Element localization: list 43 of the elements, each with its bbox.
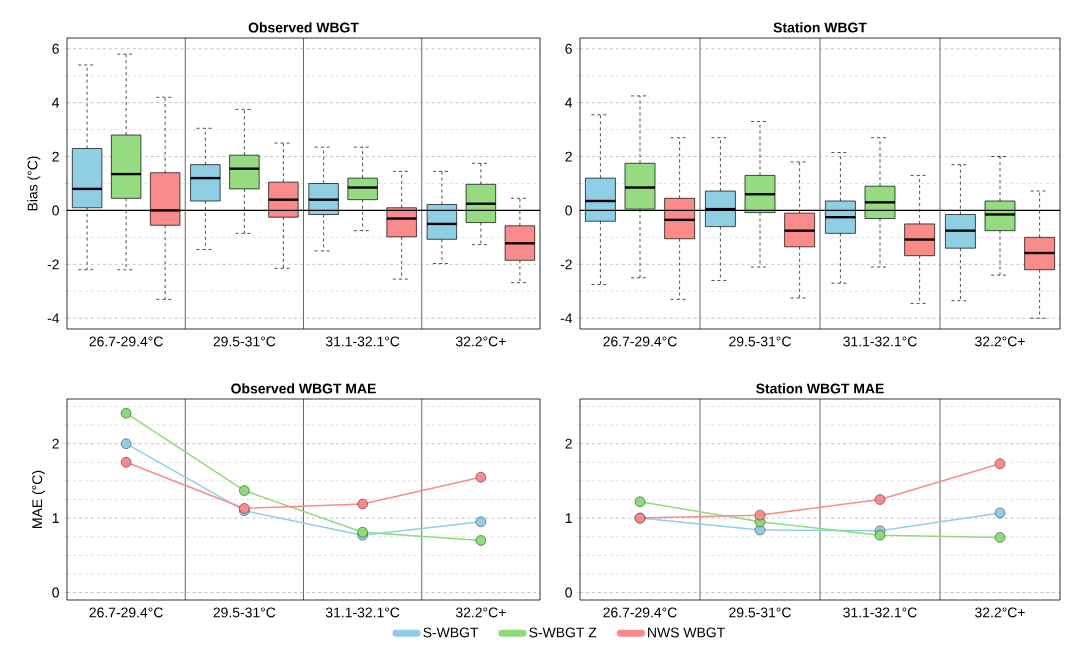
y-tick-label: 4 bbox=[565, 97, 573, 108]
x-tick-label: 32.2°C+ bbox=[455, 607, 506, 618]
x-tick-label: 31.1-32.1°C bbox=[325, 607, 400, 618]
x-tick-label: 29.5-31°C bbox=[729, 607, 791, 618]
legend-label: NWS WBGT bbox=[648, 627, 725, 638]
y-tick-label: 2 bbox=[52, 438, 59, 449]
y-axis-title: Bias (°C) bbox=[27, 156, 41, 211]
x-tick-label: 32.2°C+ bbox=[455, 336, 506, 347]
x-tick-label: 29.5-31°C bbox=[729, 336, 791, 347]
y-tick-label: 2 bbox=[565, 151, 572, 162]
x-tick-label: 31.1-32.1°C bbox=[325, 336, 400, 347]
y-tick-label: -2 bbox=[47, 259, 59, 270]
x-tick-label: 26.7-29.4°C bbox=[603, 336, 677, 347]
x-tick-label: 31.1-32.1°C bbox=[843, 607, 917, 618]
y-tick-label: 1 bbox=[565, 513, 572, 523]
chart-title: Station WBGT bbox=[773, 22, 867, 33]
y-tick-label: 6 bbox=[52, 43, 59, 54]
x-tick-label: 32.2°C+ bbox=[975, 607, 1025, 618]
y-tick-label: 0 bbox=[565, 587, 572, 598]
x-tick-label: 29.5-31°C bbox=[213, 607, 276, 618]
x-tick-label: 31.1-32.1°C bbox=[843, 336, 917, 347]
x-tick-label: 26.7-29.4°C bbox=[89, 336, 163, 347]
legend-label: S-WBGT bbox=[423, 627, 479, 638]
y-tick-label: 0 bbox=[565, 205, 572, 216]
x-tick-label: 29.5-31°C bbox=[213, 336, 276, 347]
y-tick-label: 4 bbox=[52, 97, 60, 108]
x-tick-label: 26.7-29.4°C bbox=[603, 607, 677, 618]
legend-label: S-WBGT Z bbox=[529, 627, 597, 638]
chart-title: Station WBGT MAE bbox=[756, 383, 884, 394]
y-tick-label: 1 bbox=[52, 513, 59, 523]
x-tick-label: 26.7-29.4°C bbox=[89, 607, 163, 618]
chart-title: Observed WBGT bbox=[248, 22, 359, 33]
y-tick-label: -4 bbox=[47, 313, 60, 324]
y-tick-label: 2 bbox=[52, 151, 59, 162]
y-tick-label: 0 bbox=[52, 205, 59, 216]
chart-title: Observed WBGT MAE bbox=[231, 383, 376, 394]
x-tick-label: 32.2°C+ bbox=[975, 336, 1025, 347]
y-tick-label: 6 bbox=[565, 43, 572, 54]
y-tick-label: -2 bbox=[560, 259, 572, 270]
y-tick-label: 2 bbox=[565, 438, 572, 449]
y-tick-label: 0 bbox=[52, 587, 59, 598]
y-tick-label: -4 bbox=[560, 313, 573, 324]
y-axis-title: MAE (°C) bbox=[31, 470, 45, 528]
